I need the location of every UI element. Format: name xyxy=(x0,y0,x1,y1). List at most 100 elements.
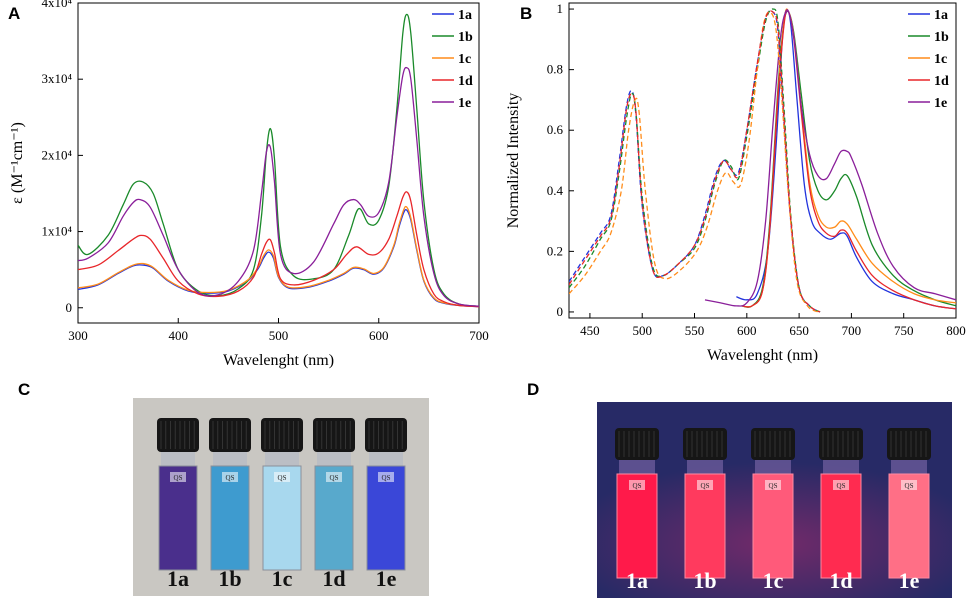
legend-label-1a: 1a xyxy=(934,8,948,23)
cuvette-neck xyxy=(369,452,403,466)
cuvette-label-window xyxy=(222,472,238,482)
y-tick-label: 0.2 xyxy=(547,243,563,258)
cuvette-cap xyxy=(683,428,727,460)
cuvette-liquid-1b xyxy=(210,465,250,571)
cuvette-cap xyxy=(615,428,659,460)
series-line-1a xyxy=(736,10,956,310)
cuvette-neck xyxy=(213,452,247,466)
sample-label-1d: 1d xyxy=(829,568,852,593)
series-line-1d-abs xyxy=(569,10,821,313)
series-line-1b xyxy=(78,13,479,307)
y-tick-label: 0 xyxy=(557,304,564,319)
y-tick-label: 2x10⁴ xyxy=(41,147,72,162)
series-line-1d xyxy=(78,191,479,308)
x-tick-label: 500 xyxy=(632,323,652,338)
cuvette-label-window xyxy=(901,480,917,490)
series-line-1b-abs xyxy=(569,8,821,313)
x-tick-label: 600 xyxy=(737,323,757,338)
sample-label-1c: 1c xyxy=(272,566,293,591)
y-tick-label: 4x10⁴ xyxy=(41,0,72,10)
cuvette-neck xyxy=(265,452,299,466)
cuvette-cap xyxy=(313,418,355,452)
cuvette-cap xyxy=(819,428,863,460)
sample-label-1b: 1b xyxy=(218,566,241,591)
legend-label-1d: 1d xyxy=(458,74,473,89)
sample-label-1a: 1a xyxy=(167,566,189,591)
cuvette-liquid-1b xyxy=(684,473,726,579)
cuvette-neck xyxy=(317,452,351,466)
x-tick-label: 650 xyxy=(789,323,809,338)
photo-d-uv: QS 1a QS 1b QS 1c QS 1d QS 1e xyxy=(597,402,952,598)
cuvette-liquid-1c xyxy=(752,473,794,579)
sample-label-1b: 1b xyxy=(693,568,716,593)
y-tick-label: 1 xyxy=(557,1,564,16)
y-tick-label: 0.4 xyxy=(547,183,564,198)
cuvette-label-text: QS xyxy=(278,474,287,482)
y-axis-label: Normalized Intensity xyxy=(505,93,522,229)
y-tick-label: 0.8 xyxy=(547,62,563,77)
cuvette-label-text: QS xyxy=(633,482,642,490)
series-line-1e xyxy=(704,9,956,307)
cuvette-label-text: QS xyxy=(905,482,914,490)
cuvette-liquid-1e xyxy=(888,473,930,579)
series-line-1a-abs xyxy=(569,9,821,313)
cuvette-label-text: QS xyxy=(330,474,339,482)
cuvette-cap xyxy=(751,428,795,460)
cuvette-cap xyxy=(887,428,931,460)
cuvette-label-window xyxy=(629,480,645,490)
y-axis-label: ε (M⁻¹cm⁻¹) xyxy=(9,122,26,204)
cuvette-neck xyxy=(619,460,655,474)
sample-label-1c: 1c xyxy=(763,568,784,593)
cuvette-label-text: QS xyxy=(382,474,391,482)
y-tick-label: 0 xyxy=(66,300,73,315)
photo-c-daylight: QS 1a QS 1b QS 1c QS 1d QS 1e xyxy=(133,398,429,596)
cuvette-neck xyxy=(755,460,791,474)
sample-label-1a: 1a xyxy=(626,568,648,593)
cuvette-cap xyxy=(209,418,251,452)
cuvette-label-window xyxy=(378,472,394,482)
series-line-1c-abs xyxy=(569,11,819,313)
x-tick-label: 700 xyxy=(469,328,489,343)
chart-a: 300 400 500 600 700 0 1x10⁴ 2x10⁴ 3x10⁴ 4x10⁴ Wave… xyxy=(9,0,489,369)
x-tick-label: 700 xyxy=(842,323,862,338)
cuvette-label-window xyxy=(833,480,849,490)
cuvette-liquid-1d xyxy=(314,465,354,571)
legend-label-1e: 1e xyxy=(934,96,947,111)
cuvette-label-window xyxy=(170,472,186,482)
cuvette-label-text: QS xyxy=(174,474,183,482)
sample-label-1e: 1e xyxy=(376,566,397,591)
legend-label-1b: 1b xyxy=(458,30,473,45)
x-tick-label: 800 xyxy=(946,323,966,338)
cuvette-liquid-1c xyxy=(262,465,302,571)
panel-letter-b: B xyxy=(520,4,533,23)
cuvette-neck xyxy=(891,460,927,474)
panel-letter-c: C xyxy=(18,380,31,399)
legend-label-1e: 1e xyxy=(458,96,471,111)
cuvette-neck xyxy=(823,460,859,474)
legend-label-1d: 1d xyxy=(934,74,949,89)
cuvette-label-window xyxy=(274,472,290,482)
chart-b: 450 500 550 600 650 700 750 800 0 0.2 0.4 0.6 0.8 1 Wa… xyxy=(505,1,966,364)
legend-label-1c: 1c xyxy=(458,52,471,67)
sample-label-1d: 1d xyxy=(322,566,345,591)
y-tick-label: 3x10⁴ xyxy=(41,71,72,86)
x-tick-label: 750 xyxy=(894,323,914,338)
cuvette-liquid-1e xyxy=(366,465,406,571)
cuvette-neck xyxy=(687,460,723,474)
x-tick-label: 550 xyxy=(685,323,705,338)
cuvette-label-window xyxy=(765,480,781,490)
x-axis-label: Wavelenght (nm) xyxy=(223,352,334,369)
series-line-1d xyxy=(741,9,956,310)
cuvette-label-window xyxy=(326,472,342,482)
x-tick-label: 450 xyxy=(580,323,600,338)
cuvette-liquid-1a xyxy=(616,473,658,579)
plot-frame xyxy=(568,2,957,319)
series-line-1e xyxy=(78,66,479,307)
cuvette-label-text: QS xyxy=(769,482,778,490)
cuvette-liquid-1a xyxy=(158,465,198,571)
cuvette-label-text: QS xyxy=(226,474,235,482)
cuvette-cap xyxy=(157,418,199,452)
cuvette-label-text: QS xyxy=(837,482,846,490)
cuvette-neck xyxy=(161,452,195,466)
cuvette-cap xyxy=(365,418,407,452)
